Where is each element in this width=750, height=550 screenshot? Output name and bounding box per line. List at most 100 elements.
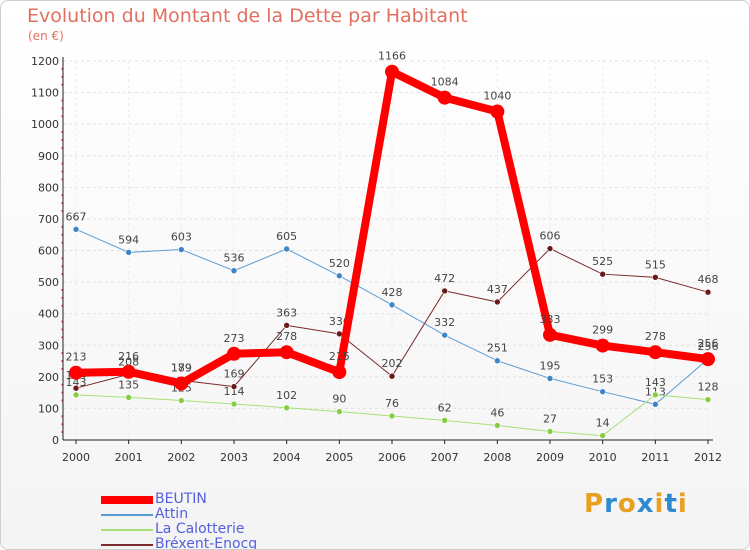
y-tick-label-1100: 1100 [31, 87, 59, 100]
data-label-br-xent-enocq-2007: 472 [434, 272, 455, 285]
data-point-la-calotterie-2009 [546, 428, 554, 435]
y-tick-label-0: 0 [52, 434, 59, 447]
data-point-br-xent-enocq-2011 [652, 274, 659, 281]
y-tick-label-500: 500 [38, 276, 59, 289]
data-label-attin-2001: 594 [118, 233, 139, 246]
data-label-beutin-2011: 278 [645, 330, 666, 343]
x-tick-label-2004: 2004 [273, 451, 301, 464]
data-label-beutin-2006: 1166 [378, 50, 406, 63]
data-point-br-xent-enocq-2007 [441, 287, 448, 295]
chart-subtitle: (en €) [28, 29, 64, 43]
data-point-attin-2007 [441, 331, 448, 339]
data-label-br-xent-enocq-2012: 468 [698, 273, 719, 286]
data-label-attin-2007: 332 [434, 316, 455, 329]
series-line-beutin [72, 67, 712, 388]
y-tick-label-900: 900 [38, 150, 59, 163]
data-point-beutin-2000 [69, 365, 83, 380]
y-tick-label-400: 400 [38, 308, 59, 321]
data-label-attin-2003: 536 [224, 252, 245, 265]
data-point-la-calotterie-2001 [125, 394, 132, 401]
data-label-la-calotterie-2006: 76 [385, 397, 399, 410]
data-label-br-xent-enocq-2002: 189 [171, 361, 192, 374]
data-point-br-xent-enocq-2012 [704, 288, 712, 296]
data-label-br-xent-enocq-2010: 525 [592, 255, 613, 268]
logo-letter: i [654, 489, 665, 519]
data-point-beutin-2003 [227, 346, 241, 361]
data-label-beutin-2005: 215 [329, 350, 350, 363]
data-label-la-calotterie-2012: 128 [698, 381, 719, 394]
y-tick-label-600: 600 [38, 245, 59, 258]
data-label-beutin-2012: 256 [698, 337, 719, 350]
data-point-la-calotterie-2008 [494, 422, 501, 429]
legend-swatch-beutin [101, 496, 153, 504]
legend-swatch-la-calotterie [101, 529, 153, 531]
y-tick-label-800: 800 [38, 181, 59, 194]
x-tick-label-2011: 2011 [641, 451, 669, 464]
data-label-beutin-2001: 216 [118, 350, 139, 363]
proxiti-logo: Proxiti [584, 489, 688, 519]
chart-title: Evolution du Montant de la Dette par Hab… [27, 5, 468, 27]
data-label-beutin-2009: 333 [540, 313, 561, 326]
data-label-br-xent-enocq-2003: 169 [224, 368, 245, 381]
data-point-attin-2010 [599, 388, 606, 395]
data-label-beutin-2003: 273 [224, 332, 245, 345]
data-label-attin-2000: 667 [66, 210, 87, 223]
data-point-beutin-2004 [279, 345, 294, 360]
data-point-la-calotterie-2002 [178, 397, 185, 404]
x-tick-label-2000: 2000 [62, 451, 90, 464]
data-point-beutin-2002 [174, 376, 189, 391]
data-label-la-calotterie-2003: 114 [224, 385, 245, 398]
data-point-beutin-2009 [543, 327, 557, 342]
data-label-la-calotterie-2000: 143 [66, 376, 87, 389]
y-tick-label-1200: 1200 [31, 55, 59, 68]
data-point-beutin-2011 [648, 345, 663, 360]
data-label-la-calotterie-2010: 14 [596, 417, 610, 430]
data-label-la-calotterie-2009: 27 [543, 412, 557, 425]
data-label-attin-2002: 603 [171, 231, 192, 244]
data-point-attin-2003 [230, 267, 238, 275]
data-point-br-xent-enocq-2008 [494, 298, 501, 306]
data-point-la-calotterie-2000 [72, 391, 80, 399]
data-label-attin-2008: 251 [487, 342, 508, 355]
data-point-attin-2005 [336, 272, 343, 280]
logo-letter: r [604, 489, 618, 519]
data-point-attin-2011 [652, 401, 659, 408]
data-label-attin-2009: 195 [540, 359, 561, 372]
y-tick-label-1000: 1000 [31, 118, 59, 131]
data-point-br-xent-enocq-2004 [283, 322, 290, 329]
logo-letter: P [584, 489, 605, 519]
x-tick-label-2008: 2008 [483, 451, 511, 464]
legend-label-la-calotterie: La Calotterie [155, 521, 245, 537]
data-point-br-xent-enocq-2009 [546, 245, 554, 252]
y-tick-label-100: 100 [38, 402, 59, 415]
data-point-la-calotterie-2003 [230, 400, 238, 408]
x-tick-label-2006: 2006 [378, 451, 406, 464]
data-point-beutin-2007 [437, 90, 452, 105]
data-point-la-calotterie-2007 [441, 417, 448, 424]
legend-swatch-br-xent-enocq [101, 544, 153, 546]
data-point-beutin-2006 [385, 64, 399, 79]
data-label-br-xent-enocq-2004: 363 [276, 306, 297, 319]
data-label-beutin-2007: 1084 [431, 76, 459, 89]
data-label-la-calotterie-2004: 102 [276, 389, 297, 402]
legend-label-br-xent-enocq: Bréxent-Enocq [155, 536, 258, 550]
logo-letter: o [617, 489, 637, 519]
x-tick-label-2003: 2003 [220, 451, 248, 464]
data-label-beutin-2008: 1040 [483, 90, 511, 103]
data-point-beutin-2005 [332, 365, 347, 380]
data-label-attin-2012: 256 [698, 340, 719, 353]
data-label-attin-2006: 428 [382, 286, 403, 299]
data-point-attin-2006 [388, 301, 396, 309]
x-tick-label-2010: 2010 [589, 451, 617, 464]
y-tick-label-300: 300 [38, 339, 59, 352]
data-point-attin-2000 [72, 226, 80, 233]
logo-letter: t [664, 489, 678, 519]
data-point-la-calotterie-2012 [704, 396, 712, 403]
logo-letter: x [636, 489, 655, 519]
data-label-beutin-2002: 179 [171, 361, 192, 374]
data-label-br-xent-enocq-2009: 606 [540, 230, 561, 243]
data-label-la-calotterie-2008: 46 [490, 406, 504, 419]
data-point-br-xent-enocq-2000 [72, 384, 80, 392]
